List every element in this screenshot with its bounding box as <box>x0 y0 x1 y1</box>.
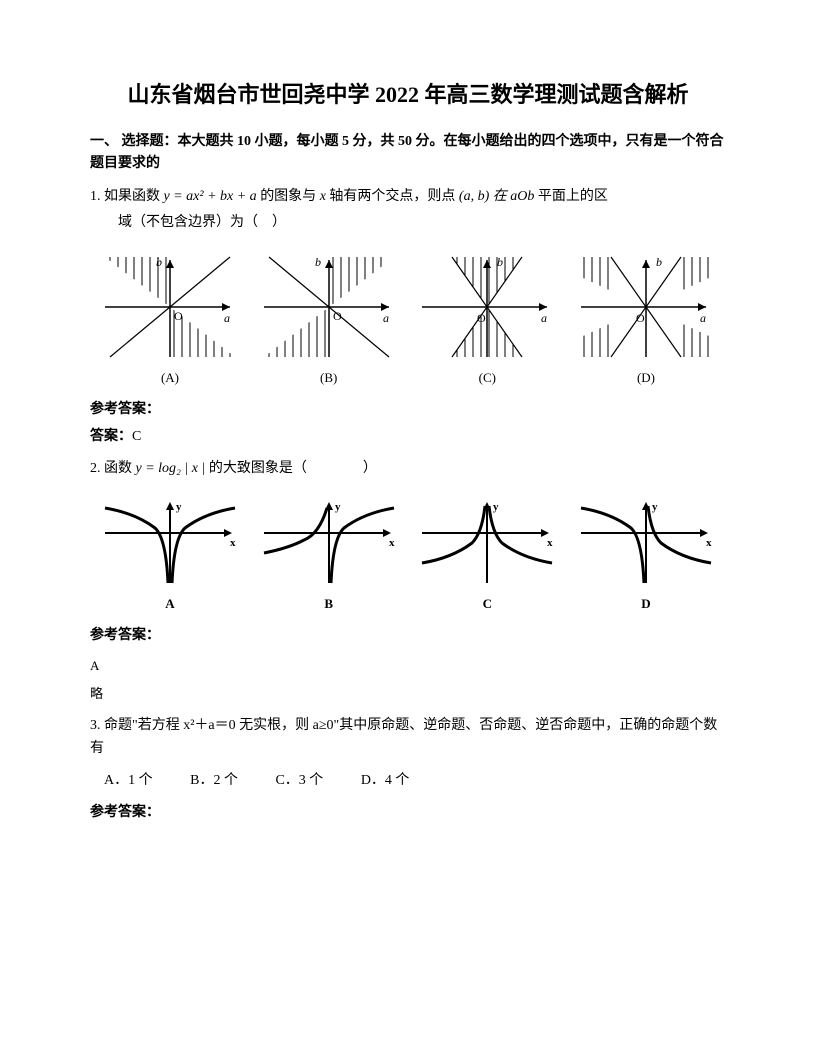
q2-formula: y = log₂ | x | <box>136 461 206 476</box>
q2-graph-c: x y <box>417 498 557 588</box>
q2-label-d: D <box>576 594 716 615</box>
q3-option-b: B．2 个 <box>190 773 238 788</box>
q2-suffix: 的大致图象是（ ） <box>209 461 377 476</box>
origin-label: O <box>477 311 486 325</box>
svg-text:y: y <box>652 501 658 513</box>
q2-label-b: B <box>259 594 399 615</box>
q1-labels: (A) (B) (C) (D) <box>90 368 726 389</box>
q1-mid2: 轴有两个交点，则点 <box>329 189 455 204</box>
q3-options: A．1 个 B．2 个 C．3 个 D．4 个 <box>90 770 726 792</box>
q3-option-a: A．1 个 <box>104 773 153 788</box>
axis-label-a: a <box>383 311 389 325</box>
axis-label-a: a <box>541 311 547 325</box>
q2-label-a: A <box>100 594 240 615</box>
question-1: 1. 如果函数 y = ax² + bx + a 的图象与 x 轴有两个交点，则… <box>90 186 726 448</box>
svg-text:x: x <box>230 537 236 549</box>
q1-graph-a: b a O <box>100 252 240 362</box>
q3-option-c: C．3 个 <box>275 773 323 788</box>
question-2: 2. 函数 y = log₂ | x | 的大致图象是（ ） x y x y <box>90 458 726 705</box>
axis-label-b: b <box>497 255 503 269</box>
axis-label-a: a <box>700 311 706 325</box>
q1-answer-label: 参考答案： <box>90 399 726 421</box>
axis-label-a: a <box>224 311 230 325</box>
q1-suffix: 平面上的区 <box>538 189 608 204</box>
axis-label-b: b <box>656 255 662 269</box>
q1-line2: 域（不包含边界）为（ ） <box>90 212 726 234</box>
q3-answer-label: 参考答案： <box>90 802 726 824</box>
svg-text:y: y <box>335 501 341 513</box>
q2-graphs: x y x y x y <box>90 498 726 588</box>
origin-label: O <box>636 311 645 325</box>
q2-labels: A B C D <box>90 594 726 615</box>
q1-graph-d: b a O <box>576 252 716 362</box>
svg-text:y: y <box>176 501 182 513</box>
q3-option-d: D．4 个 <box>361 773 410 788</box>
q1-point: (a, b) 在 aOb <box>459 189 534 204</box>
q3-text: 3. 命题"若方程 x²＋a＝0 无实根，则 a≥0"其中原命题、逆命题、否命题… <box>90 715 726 760</box>
svg-text:x: x <box>389 537 395 549</box>
section-header: 一、 选择题：本大题共 10 小题，每小题 5 分，共 50 分。在每小题给出的… <box>90 131 726 176</box>
q1-answer-value: C <box>132 429 141 444</box>
svg-text:x: x <box>706 537 712 549</box>
axis-label-b: b <box>156 255 162 269</box>
q1-text: 1. 如果函数 y = ax² + bx + a 的图象与 x 轴有两个交点，则… <box>90 186 726 208</box>
q1-graph-c: b a O <box>417 252 557 362</box>
q2-graph-a: x y <box>100 498 240 588</box>
question-3: 3. 命题"若方程 x²＋a＝0 无实根，则 a≥0"其中原命题、逆命题、否命题… <box>90 715 726 825</box>
q2-answer-extra: 略 <box>90 684 726 705</box>
q1-answer-prefix: 答案： <box>90 429 132 444</box>
q2-graph-d: x y <box>576 498 716 588</box>
svg-text:y: y <box>493 501 499 513</box>
q2-graph-b: x y <box>259 498 399 588</box>
q1-x: x <box>320 189 326 204</box>
q1-graphs: b a O <box>90 252 726 362</box>
q1-label-a: (A) <box>100 368 240 389</box>
q2-label-c: C <box>417 594 557 615</box>
axis-label-b: b <box>315 255 321 269</box>
q2-answer-value: A <box>90 656 726 677</box>
origin-label: O <box>174 309 183 323</box>
origin-label: O <box>333 309 342 323</box>
q1-label-b: (B) <box>259 368 399 389</box>
page-title: 山东省烟台市世回尧中学 2022 年高三数学理测试题含解析 <box>90 80 726 111</box>
q1-formula: y = ax² + bx + a <box>164 189 257 204</box>
q2-answer-label: 参考答案： <box>90 625 726 647</box>
q1-label-c: (C) <box>417 368 557 389</box>
q1-mid1: 的图象与 <box>260 189 316 204</box>
q1-answer: 答案：C <box>90 426 726 448</box>
q1-label-d: (D) <box>576 368 716 389</box>
q1-prefix: 1. 如果函数 <box>90 189 160 204</box>
q2-text: 2. 函数 y = log₂ | x | 的大致图象是（ ） <box>90 458 726 480</box>
q1-graph-b: b a O <box>259 252 399 362</box>
q2-prefix: 2. 函数 <box>90 461 132 476</box>
svg-text:x: x <box>547 537 553 549</box>
